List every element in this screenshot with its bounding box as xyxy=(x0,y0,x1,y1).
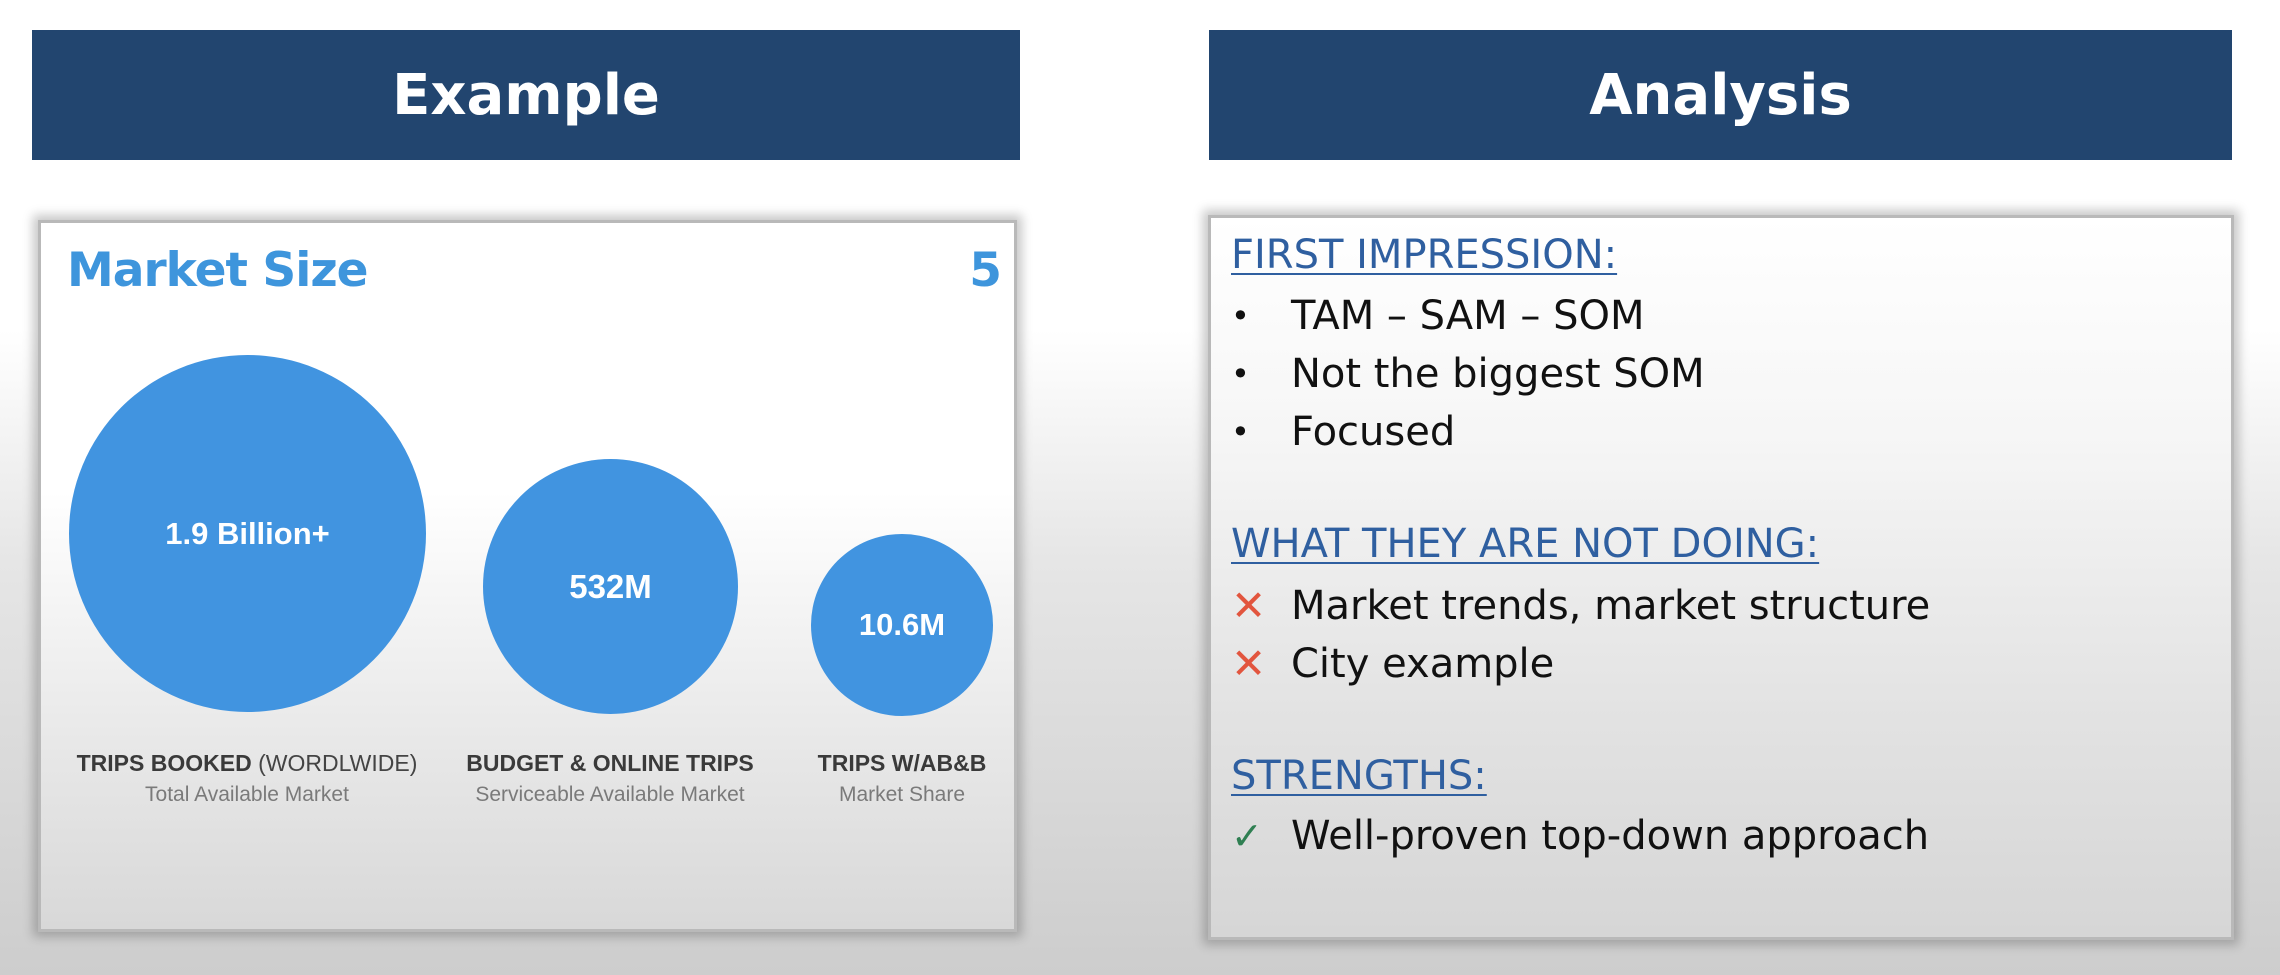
sam-subcaption: Serviceable Available Market xyxy=(475,783,745,806)
list-item: • Focused xyxy=(1231,409,1455,455)
list-item-text: Market trends, market structure xyxy=(1291,582,1931,629)
example-banner: Example xyxy=(32,30,1020,160)
som-caption-bold: TRIPS W/AB&B xyxy=(817,750,987,776)
sam-value: 532M xyxy=(569,567,652,605)
list-item: • TAM – SAM – SOM xyxy=(1231,293,1644,339)
tam-subcaption: Total Available Market xyxy=(145,783,349,806)
tam-value: 1.9 Billion+ xyxy=(165,515,330,551)
list-item: • Not the biggest SOM xyxy=(1231,351,1705,397)
list-item: ✕ Market trends, market structure xyxy=(1231,581,1930,630)
som-subcaption: Market Share xyxy=(838,783,966,806)
slide-title: Market Size xyxy=(67,243,369,298)
list-item-text: Focused xyxy=(1291,409,1456,455)
analysis-banner-title: Analysis xyxy=(1589,62,1852,128)
sam-circle: 532M xyxy=(483,459,738,714)
sam-caption-bold: BUDGET & ONLINE TRIPS xyxy=(466,750,754,776)
tam-caption-rest: (WORDLWIDE) xyxy=(251,750,418,776)
list-item-text: City example xyxy=(1291,640,1555,687)
sam-caption: BUDGET & ONLINE TRIPS Serviceable Availa… xyxy=(466,750,754,807)
cross-icon: ✕ xyxy=(1231,639,1267,688)
list-item-text: Not the biggest SOM xyxy=(1291,351,1705,397)
tam-caption: TRIPS BOOKED (WORDLWIDE) Total Available… xyxy=(77,750,418,807)
not-doing-heading: WHAT THEY ARE NOT DOING: xyxy=(1231,521,1820,567)
analysis-panel: FIRST IMPRESSION: • TAM – SAM – SOM • No… xyxy=(1208,215,2234,940)
market-size-slide: Market Size 5 1.9 Billion+ 532M 10.6M TR… xyxy=(38,220,1017,932)
som-circle: 10.6M xyxy=(811,534,993,716)
first-impression-heading: FIRST IMPRESSION: xyxy=(1231,232,1618,278)
list-item: ✕ City example xyxy=(1231,639,1554,688)
bullet-dot-icon: • xyxy=(1231,297,1250,335)
strengths-heading: STRENGTHS: xyxy=(1231,753,1487,799)
slide-page-number: 5 xyxy=(969,243,1002,298)
example-banner-title: Example xyxy=(392,62,660,128)
bullet-dot-icon: • xyxy=(1231,413,1250,451)
som-value: 10.6M xyxy=(858,607,946,642)
bullet-dot-icon: • xyxy=(1231,355,1250,393)
tam-caption-bold: TRIPS BOOKED xyxy=(76,750,252,776)
analysis-banner: Analysis xyxy=(1209,30,2232,160)
check-icon: ✓ xyxy=(1231,814,1263,858)
list-item-text: TAM – SAM – SOM xyxy=(1291,293,1645,339)
som-caption: TRIPS W/AB&B Market Share xyxy=(818,750,987,807)
list-item: ✓ Well-proven top-down approach xyxy=(1231,813,1929,859)
tam-circle: 1.9 Billion+ xyxy=(69,355,426,712)
list-item-text: Well-proven top-down approach xyxy=(1291,813,1930,859)
cross-icon: ✕ xyxy=(1231,581,1267,630)
